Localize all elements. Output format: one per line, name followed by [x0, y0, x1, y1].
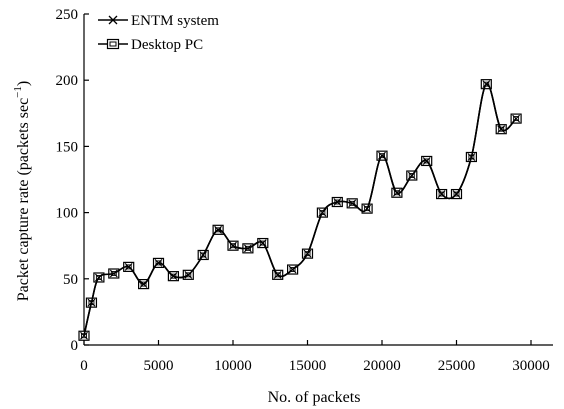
- data-point-square-inner: [185, 272, 192, 278]
- data-point-x: [214, 225, 222, 234]
- x-tick-label: 20000: [363, 358, 401, 374]
- chart-series: [78, 79, 522, 341]
- data-point-square-inner: [289, 267, 296, 272]
- data-point-x: [229, 241, 237, 250]
- x-tick-label: 25000: [438, 358, 476, 374]
- legend-label-desktop-pc: Desktop PC: [131, 37, 203, 53]
- y-tick-label: 250: [56, 7, 79, 23]
- y-axis-label-main: Packet capture rate (packets sec: [15, 98, 32, 301]
- x-tick-label: 15000: [289, 358, 327, 374]
- data-point-x: [512, 114, 520, 123]
- series-desktop-pc: [78, 79, 522, 341]
- data-point-x: [288, 265, 297, 274]
- y-tick-label: 100: [56, 206, 79, 222]
- data-point-square-inner: [170, 273, 177, 279]
- data-point-x: [363, 204, 371, 213]
- data-point-x: [467, 153, 476, 161]
- data-point-square-inner: [274, 272, 281, 278]
- data-point-square-inner: [453, 191, 460, 197]
- y-tick-label: 200: [56, 73, 79, 89]
- x-tick-label: 5000: [144, 358, 174, 374]
- series-line-entm-system: [83, 83, 517, 336]
- chart-axes: [83, 14, 553, 346]
- data-point-x: [273, 270, 282, 279]
- data-point-x: [422, 157, 431, 165]
- data-point-x: [378, 151, 386, 160]
- data-point-square-inner: [230, 243, 236, 249]
- data-point-square-inner: [259, 240, 266, 246]
- data-point-x: [452, 190, 461, 198]
- data-point-x: [393, 188, 401, 197]
- y-tick-label: 150: [56, 139, 79, 155]
- legend-entry-entm-system: ENTM system: [98, 13, 219, 29]
- y-tick-label: 50: [63, 272, 78, 288]
- chart-ticks: 0 50 100 150 200 250 0 5000 10000 15000 20000 25000…: [56, 7, 550, 374]
- data-point-x: [184, 270, 193, 279]
- y-axis-label-close: ): [15, 81, 32, 86]
- legend-label-entm-system: ENTM system: [131, 13, 219, 29]
- y-axis-label: Packet capture rate (packets sec−1): [12, 81, 32, 301]
- data-point-square-inner: [379, 153, 385, 159]
- x-tick-label: 30000: [512, 358, 550, 374]
- data-point-square-inner: [438, 191, 445, 197]
- data-point-square-inner: [319, 210, 326, 216]
- x-tick-label: 0: [80, 358, 88, 374]
- data-point-x: [109, 269, 118, 278]
- data-point-x: [95, 273, 103, 282]
- data-point-x: [497, 125, 506, 134]
- data-point-x: [80, 331, 88, 340]
- data-point-x: [139, 280, 148, 288]
- y-tick-label: 0: [71, 338, 79, 354]
- data-point-x: [303, 249, 312, 258]
- data-point-square-inner: [498, 126, 505, 132]
- data-point-square-inner: [304, 251, 311, 257]
- x-axis-label: No. of packets: [268, 389, 361, 406]
- data-point-x: [482, 80, 491, 89]
- data-point-square-inner: [513, 116, 520, 122]
- data-point-x: [199, 251, 208, 259]
- data-point-x: [87, 298, 96, 307]
- series-entm-system: [80, 80, 520, 340]
- data-point-square-inner: [408, 173, 415, 178]
- data-point-x: [124, 262, 133, 271]
- x-tick-label: 10000: [214, 358, 252, 374]
- data-point-x: [169, 272, 178, 281]
- series-line-desktop-pc: [83, 83, 517, 336]
- data-point-square-inner: [140, 281, 147, 287]
- legend-entry-desktop-pc: Desktop PC: [98, 37, 203, 53]
- data-point-x: [348, 199, 357, 208]
- legend-square-marker-icon: [106, 38, 120, 50]
- data-point-square-inner: [200, 252, 207, 258]
- data-point-x: [258, 239, 267, 247]
- data-point-x: [244, 244, 252, 253]
- data-point-square-inner: [95, 275, 102, 280]
- legend-x-marker-icon: [108, 15, 118, 25]
- data-point-x: [407, 171, 416, 180]
- data-point-x: [333, 198, 342, 206]
- chart-legend: ENTM system Desktop PC: [98, 13, 219, 53]
- data-point-square-inner: [364, 206, 371, 212]
- data-point-x: [318, 208, 327, 217]
- y-axis-label-superscript: −1: [12, 86, 24, 98]
- data-point-x: [154, 259, 163, 267]
- data-point-x: [437, 190, 446, 198]
- legend-square-marker-inner: [109, 41, 117, 47]
